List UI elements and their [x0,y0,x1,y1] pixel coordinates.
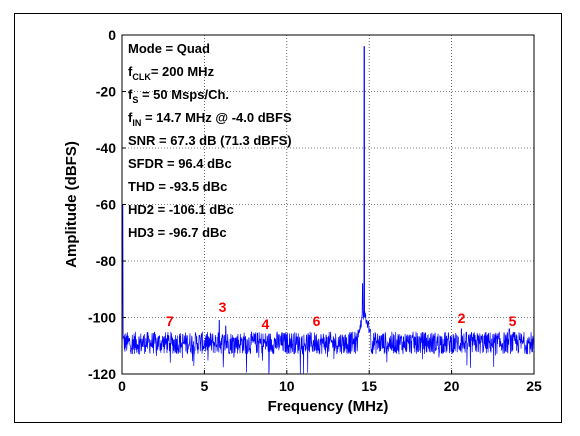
y-tick-label: 0 [108,27,116,43]
y-axis-label: Amplitude (dBFS) [63,141,80,268]
annotation-mode: Mode = Quad [128,41,210,56]
y-axis-ticks: 0 -20 -40 -60 -80 -100 -120 [88,27,126,382]
y-tick-label: -120 [88,366,116,382]
harmonic-label: 7 [166,313,174,329]
y-tick-label: -80 [96,253,116,269]
x-tick-label: 15 [361,378,377,394]
annotation-hd2: HD2 = -106.1 dBc [128,202,234,217]
spectrum-trace [121,46,535,375]
harmonic-label: 4 [261,316,269,332]
y-tick-label: -20 [96,84,116,100]
grid [122,35,534,374]
x-tick-label: 20 [444,378,460,394]
x-tick-label: 0 [118,378,126,394]
annotation-fin: fIN = 14.7 MHz @ -4.0 dBFS [128,110,292,128]
harmonic-label: 3 [219,299,227,315]
annotation-block: Mode = Quad fCLK= 200 MHz fS = 50 Msps/C… [128,41,292,240]
annotation-sfdr: SFDR = 96.4 dBc [128,156,232,171]
x-tick-label: 5 [201,378,209,394]
x-axis-ticks: 0 5 10 15 20 25 [118,370,542,394]
y-tick-label: -60 [96,197,116,213]
x-tick-label: 25 [526,378,542,394]
annotation-snr: SNR = 67.3 dB (71.3 dBFS) [128,133,292,148]
annotation-fs: fS = 50 Msps/Ch. [128,87,229,105]
harmonic-labels: 7 3 4 6 2 5 [166,299,517,332]
annotation-thd: THD = -93.5 dBc [128,179,227,194]
harmonic-label: 6 [313,313,321,329]
harmonic-label: 2 [458,310,466,326]
annotation-fclk: fCLK= 200 MHz [128,64,215,82]
x-tick-label: 10 [279,378,295,394]
y-tick-label: -40 [96,140,116,156]
harmonic-label: 5 [509,313,517,329]
spectrum-line [121,46,535,375]
x-axis-label: Frequency (MHz) [268,398,389,415]
annotation-hd3: HD3 = -96.7 dBc [128,225,227,240]
y-tick-label: -100 [88,310,116,326]
